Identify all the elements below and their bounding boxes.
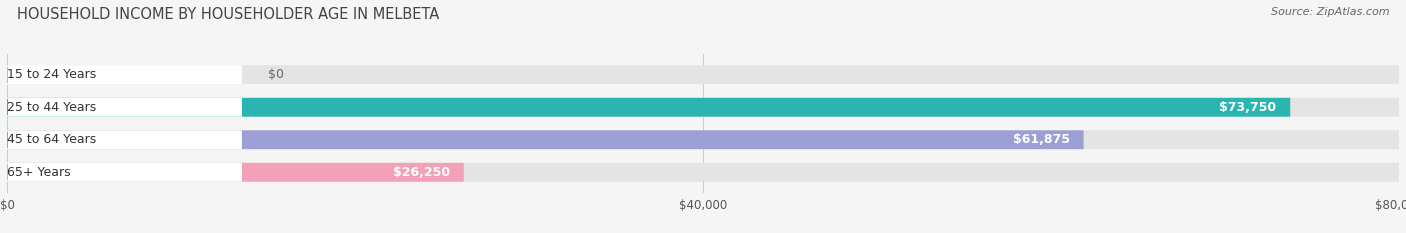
- Text: 65+ Years: 65+ Years: [7, 166, 70, 179]
- Text: $61,875: $61,875: [1012, 133, 1070, 146]
- Text: HOUSEHOLD INCOME BY HOUSEHOLDER AGE IN MELBETA: HOUSEHOLD INCOME BY HOUSEHOLDER AGE IN M…: [17, 7, 439, 22]
- Text: $73,750: $73,750: [1219, 101, 1277, 114]
- Text: Source: ZipAtlas.com: Source: ZipAtlas.com: [1271, 7, 1389, 17]
- FancyBboxPatch shape: [7, 163, 1399, 182]
- Text: 25 to 44 Years: 25 to 44 Years: [7, 101, 96, 114]
- FancyBboxPatch shape: [7, 130, 242, 149]
- FancyBboxPatch shape: [7, 98, 1291, 117]
- Text: $26,250: $26,250: [392, 166, 450, 179]
- Text: $0: $0: [269, 68, 284, 81]
- FancyBboxPatch shape: [7, 130, 1084, 149]
- Text: 45 to 64 Years: 45 to 64 Years: [7, 133, 96, 146]
- FancyBboxPatch shape: [7, 130, 1399, 149]
- FancyBboxPatch shape: [7, 65, 242, 84]
- FancyBboxPatch shape: [7, 163, 242, 182]
- FancyBboxPatch shape: [7, 65, 1399, 84]
- FancyBboxPatch shape: [7, 98, 1399, 117]
- FancyBboxPatch shape: [7, 98, 242, 117]
- FancyBboxPatch shape: [7, 163, 464, 182]
- Text: 15 to 24 Years: 15 to 24 Years: [7, 68, 96, 81]
